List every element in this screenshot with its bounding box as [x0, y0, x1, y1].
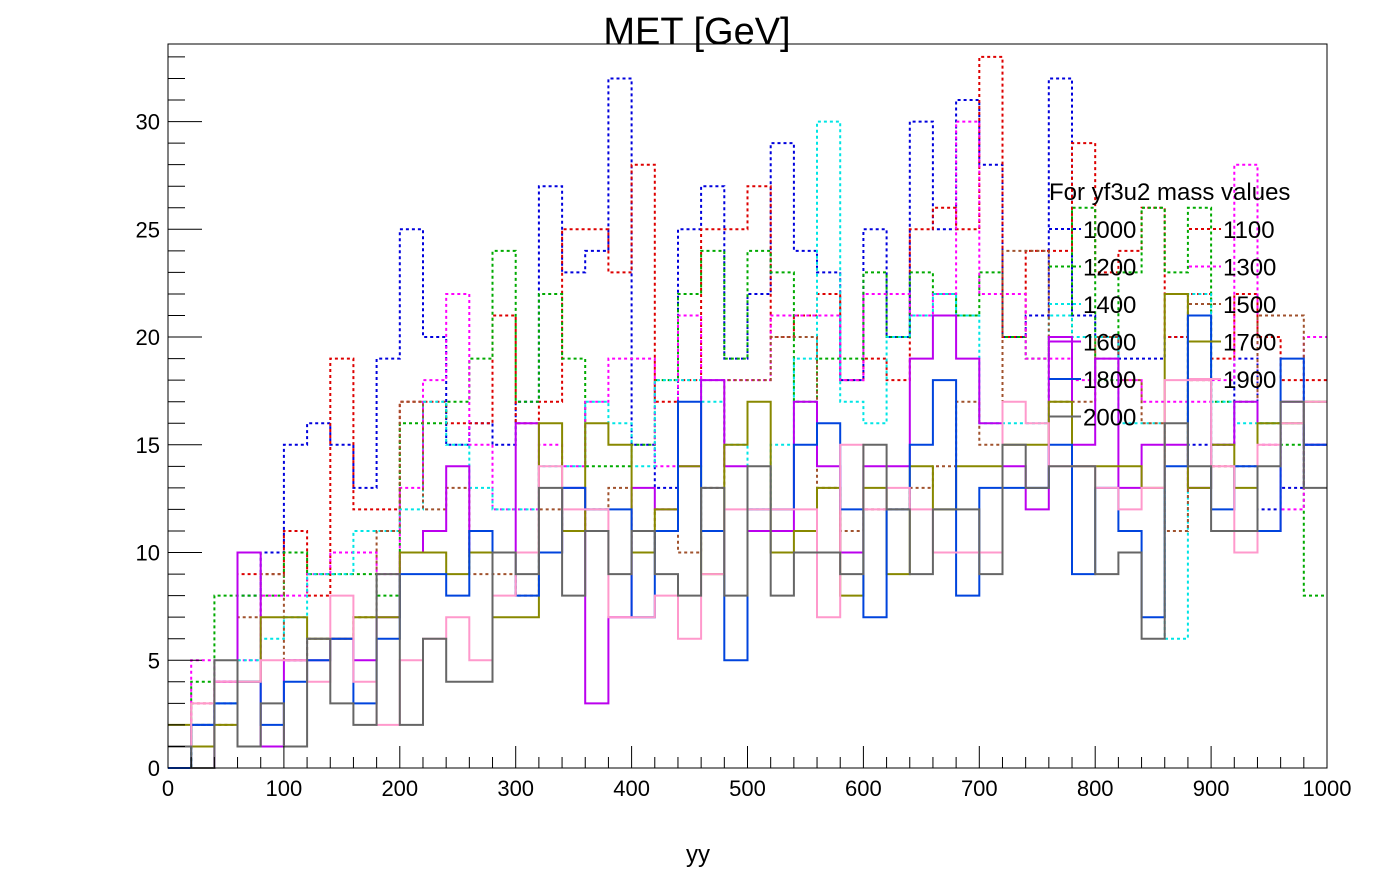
legend-label-1300: 1300 — [1223, 255, 1276, 282]
x-tick-label: 0 — [162, 776, 174, 801]
axis-layer: 0 100 200 300 400 500 600 700 800 900 1000 0 5 10 15 20… — [136, 56, 1352, 801]
legend-title: For yf3u2 mass values — [1049, 179, 1290, 206]
legend-label-1600: 1600 — [1083, 330, 1136, 357]
y-tick-label: 20 — [136, 325, 160, 350]
y-tick-label: 25 — [136, 217, 160, 242]
chart-title: MET [GeV] — [603, 11, 790, 53]
y-tick-label: 0 — [148, 756, 160, 781]
legend-label-1000: 1000 — [1083, 217, 1136, 244]
x-tick-label: 1000 — [1303, 776, 1352, 801]
x-axis-label: yy — [686, 841, 710, 868]
legend-label-1900: 1900 — [1223, 367, 1276, 394]
series-line-1100 — [168, 55, 1327, 748]
x-tick-label: 100 — [266, 776, 303, 801]
x-tick-label: 400 — [613, 776, 650, 801]
y-tick-label: 5 — [148, 648, 160, 673]
y-tick-label: 30 — [136, 110, 160, 135]
legend-label-1100: 1100 — [1223, 217, 1275, 244]
series-line-1700 — [168, 293, 1327, 748]
y-tick-label: 15 — [136, 433, 160, 458]
series-line-1000 — [168, 77, 1327, 769]
legend-label-2000: 2000 — [1083, 405, 1136, 432]
x-tick-label: 500 — [729, 776, 766, 801]
legend-label-1500: 1500 — [1223, 292, 1276, 319]
legend-label-1800: 1800 — [1083, 367, 1136, 394]
legend: For yf3u2 mass values 1000 1100 1200 1300 14… — [1049, 179, 1290, 432]
series-line-2000 — [168, 400, 1327, 769]
x-tick-label: 300 — [497, 776, 534, 801]
x-tick-label: 800 — [1077, 776, 1114, 801]
series-layer — [168, 55, 1327, 769]
legend-label-1400: 1400 — [1083, 292, 1136, 319]
x-tick-label: 700 — [961, 776, 998, 801]
legend-label-1700: 1700 — [1223, 330, 1276, 357]
x-tick-label: 600 — [845, 776, 882, 801]
x-tick-label: 200 — [381, 776, 418, 801]
y-tick-label: 10 — [136, 541, 160, 566]
x-tick-label: 900 — [1193, 776, 1230, 801]
legend-label-1200: 1200 — [1083, 255, 1136, 282]
series-line-1400 — [168, 120, 1327, 748]
series-line-1200 — [168, 206, 1327, 769]
